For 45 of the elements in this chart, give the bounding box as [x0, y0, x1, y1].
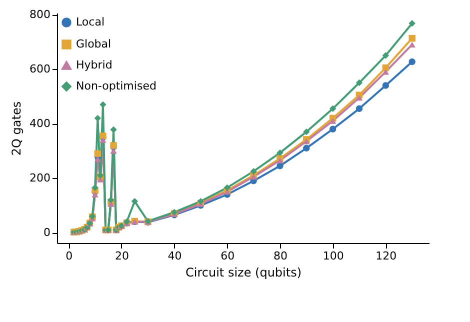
- point: [303, 128, 310, 136]
- point: [356, 79, 363, 86]
- point: [100, 137, 106, 143]
- x-axis-title: Circuit size (qubits): [185, 266, 302, 280]
- y-tick-label: 200: [30, 172, 50, 185]
- y-tick-label: 400: [30, 117, 50, 130]
- point: [110, 126, 117, 133]
- x-tick-label: 20: [114, 250, 129, 262]
- x-tick-label: 40: [168, 250, 182, 262]
- legend-label: Non-optimised: [76, 80, 156, 92]
- point: [224, 184, 230, 192]
- point: [276, 158, 284, 164]
- legend-label: Local: [76, 16, 105, 28]
- y-tick-label: 600: [30, 62, 50, 76]
- point: [356, 105, 363, 112]
- point: [329, 126, 336, 132]
- point: [94, 150, 102, 157]
- point: [94, 114, 102, 122]
- y-tick-label: 0: [44, 226, 50, 240]
- point: [92, 192, 98, 198]
- point: [408, 20, 416, 27]
- y-tick-label: 800: [30, 8, 50, 22]
- point: [408, 42, 416, 48]
- point: [100, 101, 106, 108]
- point: [382, 82, 390, 89]
- point: [382, 68, 390, 75]
- legend-label: Hybrid: [76, 58, 112, 72]
- point: [131, 198, 138, 205]
- x-tick-label: 120: [376, 250, 397, 262]
- point: [110, 148, 117, 154]
- y-axis-title: 2Q gates: [10, 101, 24, 156]
- x-tick-label: 80: [273, 250, 288, 262]
- x-tick-label: 100: [322, 250, 344, 262]
- point: [94, 156, 102, 162]
- legend-label: Global: [76, 38, 112, 50]
- point: [329, 105, 336, 112]
- point: [276, 149, 284, 156]
- point: [408, 58, 416, 66]
- point: [250, 168, 257, 175]
- point: [303, 144, 310, 152]
- point: [382, 52, 390, 59]
- x-tick-label: 0: [66, 250, 73, 262]
- point: [408, 34, 416, 42]
- x-tick-label: 60: [220, 250, 235, 262]
- point: [92, 184, 98, 192]
